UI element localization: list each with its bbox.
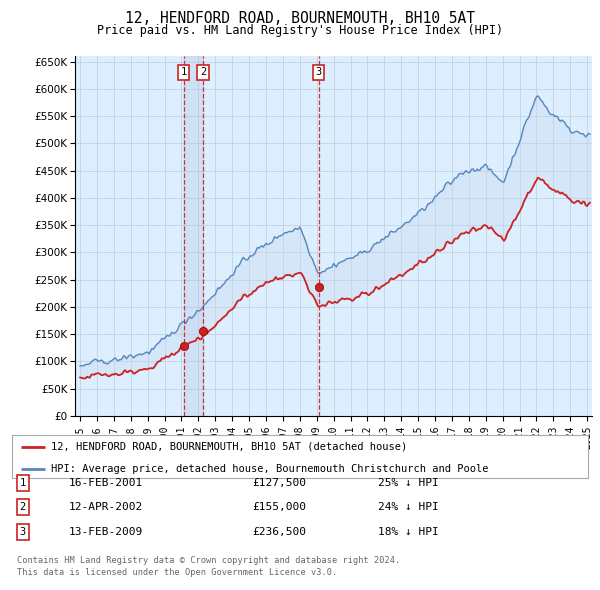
Text: 1: 1 xyxy=(20,478,26,487)
Text: £236,500: £236,500 xyxy=(252,527,306,537)
Text: This data is licensed under the Open Government Licence v3.0.: This data is licensed under the Open Gov… xyxy=(17,568,337,577)
Text: 1: 1 xyxy=(181,67,187,77)
Text: 12, HENDFORD ROAD, BOURNEMOUTH, BH10 5AT (detached house): 12, HENDFORD ROAD, BOURNEMOUTH, BH10 5AT… xyxy=(51,442,407,452)
Text: Price paid vs. HM Land Registry's House Price Index (HPI): Price paid vs. HM Land Registry's House … xyxy=(97,24,503,37)
Text: 12-APR-2002: 12-APR-2002 xyxy=(69,503,143,512)
Text: 18% ↓ HPI: 18% ↓ HPI xyxy=(378,527,439,537)
Text: 16-FEB-2001: 16-FEB-2001 xyxy=(69,478,143,487)
Text: 12, HENDFORD ROAD, BOURNEMOUTH, BH10 5AT: 12, HENDFORD ROAD, BOURNEMOUTH, BH10 5AT xyxy=(125,11,475,25)
Text: 13-FEB-2009: 13-FEB-2009 xyxy=(69,527,143,537)
Text: 25% ↓ HPI: 25% ↓ HPI xyxy=(378,478,439,487)
Text: £127,500: £127,500 xyxy=(252,478,306,487)
Text: 3: 3 xyxy=(316,67,322,77)
Text: 2: 2 xyxy=(200,67,206,77)
Text: £155,000: £155,000 xyxy=(252,503,306,512)
Text: 2: 2 xyxy=(20,503,26,512)
Text: Contains HM Land Registry data © Crown copyright and database right 2024.: Contains HM Land Registry data © Crown c… xyxy=(17,556,400,565)
Text: HPI: Average price, detached house, Bournemouth Christchurch and Poole: HPI: Average price, detached house, Bour… xyxy=(51,464,488,474)
Text: 3: 3 xyxy=(20,527,26,537)
Bar xyxy=(184,56,203,416)
Text: 24% ↓ HPI: 24% ↓ HPI xyxy=(378,503,439,512)
